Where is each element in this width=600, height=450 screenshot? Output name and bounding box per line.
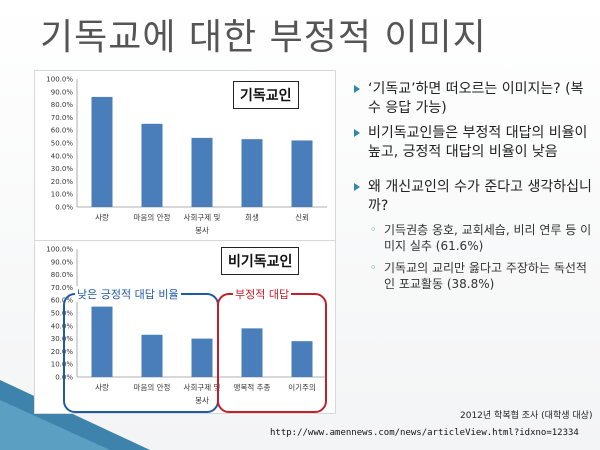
y-tick-label: 20.0% <box>51 348 74 356</box>
y-tick-label: 50.0% <box>51 310 74 318</box>
sub-bullet-text: 기득권층 옹호, 교회세습, 비리 연루 등 이미지 실추 (61.6%) <box>384 223 592 253</box>
y-tick-label: 20.0% <box>51 178 74 186</box>
chart-christian: 0.0% 10.0% 20.0% 30.0% 40.0% 50.0% 60.0% 70.0% 8… <box>46 76 327 235</box>
sub-bullet-item: ◦ 기독교의 교리만 옳다고 주장하는 독선적인 포교활동 (38.8%) <box>368 260 594 292</box>
bar <box>141 123 163 207</box>
y-tick-label: 40.0% <box>51 322 74 330</box>
y-tick-label: 30.0% <box>51 335 74 343</box>
negative-group-box <box>217 293 327 413</box>
bullet-text: ‘기독교’하면 떠오르는 이미지는? (복수 응답 가능) <box>368 81 584 116</box>
bullet-item: 왜 개신교인의 수가 준다고 생각하십니까? <box>354 178 594 216</box>
x-tick-label: 희생 <box>245 212 259 222</box>
sub-bullet-text: 기독교의 교리만 옳다고 주장하는 독선적인 포교활동 (38.8%) <box>384 261 587 291</box>
y-tick-label: 70.0% <box>51 284 74 292</box>
bullet-item: ‘기독교’하면 떠오르는 이미지는? (복수 응답 가능) <box>354 80 594 118</box>
y-tick-label: 90.0% <box>51 88 74 96</box>
bar <box>191 338 213 377</box>
x-tick-label: 신뢰 <box>295 213 309 222</box>
x-tick-label: 봉사 <box>195 396 209 405</box>
bar <box>141 334 163 377</box>
page-title: 기독교에 대한 부정적 이미지 <box>40 17 487 58</box>
y-tick-label: 100.0% <box>46 76 73 84</box>
bar <box>291 341 313 377</box>
low-positive-group-label: 낮은 긍정적 대답 비율 <box>75 286 181 302</box>
chart-christian-tag: 기독교인 <box>233 81 299 109</box>
chart-nonchristian: 0.0%10.0%20.0%30.0%40.0%50.0%60.0%70.0%8… <box>46 246 327 405</box>
bar <box>91 306 113 377</box>
x-tick-label: 맹목적 추종 <box>234 382 271 392</box>
bullet-text: 비기독교인들은 부정적 대답의 비율이 높고, 긍정적 대답의 비율이 낮음 <box>368 125 588 160</box>
y-tick-label: 80.0% <box>51 271 74 279</box>
negative-group-label: 부정적 대답 <box>233 286 292 302</box>
bar <box>191 137 213 207</box>
x-tick-label: 이기주의 <box>288 382 316 392</box>
y-tick-label: 30.0% <box>51 165 74 173</box>
source-text: 년 학복협 조사 (대학생 대상) <box>482 411 593 421</box>
y-tick-label: 0.0% <box>55 204 73 212</box>
y-tick-label: 10.0% <box>51 361 74 369</box>
circle-bullet-icon: ◦ <box>370 223 377 236</box>
source-note: 2012년 학복협 조사 (대학생 대상) <box>460 408 592 421</box>
source-year: 2012 <box>460 411 483 421</box>
chart-christian-panel: 0.0% 10.0% 20.0% 30.0% 40.0% 50.0% 60.0% 70.0% 8… <box>34 70 336 244</box>
bar <box>91 96 113 207</box>
bullet-text: 왜 개신교인의 수가 준다고 생각하십니까? <box>368 179 592 214</box>
bar <box>291 140 313 207</box>
y-tick-label: 10.0% <box>51 191 74 199</box>
y-tick-label: 70.0% <box>51 114 74 122</box>
x-tick-label: 사회구제 및 <box>184 382 221 392</box>
x-tick-label: 사회구제 및 <box>184 212 221 222</box>
sub-bullet-item: ◦ 기득권층 옹호, 교회세습, 비리 연루 등 이미지 실추 (61.6%) <box>368 222 594 254</box>
chart-nonchristian-panel: 0.0% 10.0% 20.0% 30.0% 40.0% 50.0% 60.0% 70.0% 8… <box>34 240 336 414</box>
x-tick-label: 사랑 <box>95 213 109 222</box>
y-tick-label: 90.0% <box>51 258 74 266</box>
bar <box>241 139 263 207</box>
circle-bullet-icon: ◦ <box>370 261 377 274</box>
bullet-item: 비기독교인들은 부정적 대답의 비율이 높고, 긍정적 대답의 비율이 낮음 <box>354 124 594 162</box>
low-positive-group-box <box>63 293 219 413</box>
y-tick-label: 40.0% <box>51 152 74 160</box>
bar <box>241 328 263 377</box>
y-tick-label: 80.0% <box>51 101 74 109</box>
x-tick-label: 마음의 안정 <box>134 382 171 392</box>
y-tick-label: 100.0% <box>46 246 73 254</box>
chart-nonchristian-tag: 비기독교인 <box>221 247 300 275</box>
y-tick-label: 60.0% <box>51 127 74 135</box>
bullet-list: ‘기독교’하면 떠오르는 이미지는? (복수 응답 가능) 비기독교인들은 부정… <box>354 80 594 298</box>
x-tick-label: 사랑 <box>95 383 109 392</box>
source-url[interactable]: http://www.amennews.com/news/articleView… <box>270 428 579 438</box>
y-tick-label: 60.0% <box>51 297 74 305</box>
x-tick-label: 마음의 안정 <box>134 212 171 222</box>
y-tick-label: 50.0% <box>51 140 74 148</box>
x-tick-label: 봉사 <box>195 226 209 235</box>
